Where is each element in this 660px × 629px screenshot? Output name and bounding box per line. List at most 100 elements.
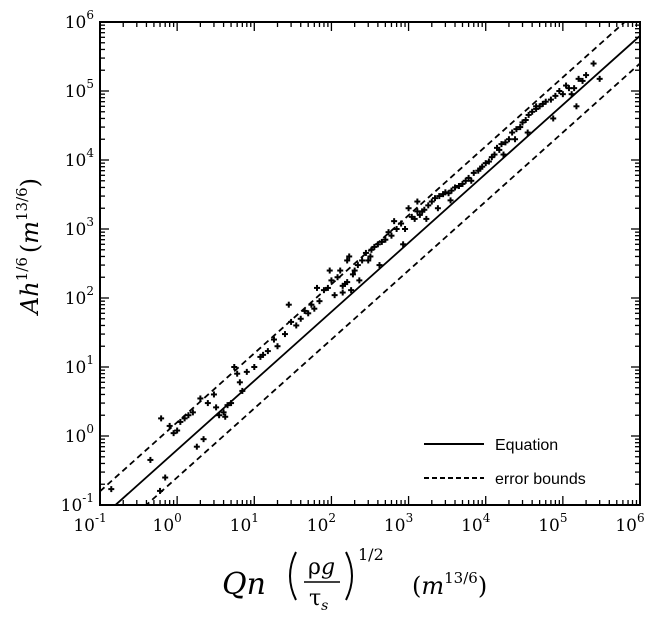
- data-point: [491, 151, 498, 158]
- svg-text:ρg: ρg: [308, 555, 335, 580]
- y-label-main: Ah: [16, 281, 44, 316]
- data-point: [405, 205, 412, 212]
- x-label-tau: τ: [309, 586, 321, 611]
- y-tick-label: 104: [65, 146, 95, 171]
- data-point: [301, 307, 308, 314]
- data-point: [509, 129, 516, 136]
- data-point: [571, 85, 578, 92]
- data-point: [388, 232, 395, 239]
- data-point: [224, 402, 231, 409]
- data-point: [575, 75, 582, 82]
- data-point: [320, 287, 327, 294]
- data-point: [393, 226, 400, 232]
- data-point: [378, 238, 385, 245]
- x-tick-label: 10-1: [73, 511, 106, 536]
- data-point: [170, 430, 177, 437]
- data-point: [326, 267, 333, 274]
- svg-text:Ah1/6(m13/6): Ah1/6 (m13/6): [13, 178, 44, 316]
- x-label-power: 1/2: [358, 545, 384, 564]
- data-point: [565, 85, 572, 92]
- data-point: [519, 119, 526, 126]
- data-point: [391, 218, 398, 225]
- tick-labels: 10-110-1 100 100 101 101 102 102 103 103 104 104 10…: [61, 8, 645, 536]
- data-point: [556, 88, 563, 94]
- data-point: [485, 158, 492, 165]
- data-point: [288, 318, 295, 325]
- data-point: [414, 198, 421, 205]
- data-point: [297, 315, 304, 322]
- svg-text:(m13/6): (m13/6): [412, 569, 487, 600]
- data-point: [177, 418, 184, 425]
- x-label-unit-exp: 13/6: [444, 569, 478, 587]
- data-point: [308, 301, 315, 308]
- data-point: [210, 391, 217, 398]
- data-point: [222, 413, 229, 420]
- data-point: [434, 205, 441, 212]
- x-tick-label: 106: [615, 511, 644, 536]
- legend-label-equation: Equation: [495, 437, 558, 454]
- data-point: [416, 211, 423, 218]
- data-point: [452, 184, 459, 191]
- data-point: [234, 370, 241, 377]
- data-point: [448, 187, 455, 194]
- data-point: [573, 103, 580, 110]
- data-point: [496, 146, 503, 153]
- data-point: [477, 165, 484, 172]
- x-label-left-paren-shape: [289, 551, 297, 601]
- data-point: [231, 364, 238, 370]
- plot-frame: [99, 21, 641, 506]
- data-point: [351, 267, 358, 274]
- y-label-unit-close: ): [16, 178, 44, 187]
- data-point: [425, 202, 432, 209]
- svg-text:Qn: Qn: [222, 567, 266, 602]
- data-point: [552, 92, 559, 99]
- y-label-power: 1/6: [13, 257, 31, 281]
- x-tick-label: 100: [153, 511, 182, 536]
- data-point: [568, 91, 575, 98]
- legend-label-error-bounds: error bounds: [495, 471, 586, 488]
- data-point: [293, 322, 300, 329]
- data-point: [285, 301, 292, 308]
- x-label-unit-m: m: [421, 572, 444, 600]
- equation-line: [114, 35, 640, 505]
- data-point: [174, 427, 181, 434]
- data-point: [305, 310, 312, 317]
- data-point: [398, 220, 405, 227]
- data-point: [162, 474, 169, 481]
- data-point: [228, 400, 235, 407]
- data-point: [334, 274, 341, 281]
- data-point: [181, 415, 188, 422]
- data-point: [344, 279, 351, 286]
- data-point: [529, 108, 536, 115]
- data-point: [367, 253, 374, 260]
- data-point: [447, 197, 454, 204]
- x-label-q: Q: [222, 567, 247, 602]
- x-axis-label: Qn ρg τs 1/2 (m13/6): [222, 545, 487, 614]
- data-point: [328, 277, 335, 284]
- data-point: [559, 91, 566, 98]
- data-point: [550, 115, 557, 122]
- svg-text:τs: τs: [309, 586, 328, 614]
- data-point: [385, 229, 392, 236]
- data-point: [542, 98, 549, 105]
- y-tick-label: 10-1: [61, 491, 94, 516]
- data-point: [400, 241, 407, 248]
- data-point: [331, 292, 338, 299]
- data-point: [579, 77, 586, 84]
- data-point: [239, 387, 246, 394]
- data-point: [421, 206, 428, 213]
- y-tick-label: 100: [65, 422, 94, 447]
- x-label-n: n: [247, 567, 266, 602]
- x-label-tau-sub: s: [321, 598, 328, 614]
- data-point: [468, 177, 475, 184]
- data-point: [431, 195, 438, 202]
- data-point: [482, 160, 489, 167]
- data-point: [346, 253, 353, 260]
- data-point: [311, 305, 318, 312]
- x-tick-label: 102: [307, 511, 336, 536]
- data-point: [344, 257, 351, 264]
- y-tick-label: 102: [65, 284, 94, 309]
- x-label-g: g: [321, 555, 335, 580]
- data-point: [371, 243, 378, 250]
- data-point: [505, 136, 512, 143]
